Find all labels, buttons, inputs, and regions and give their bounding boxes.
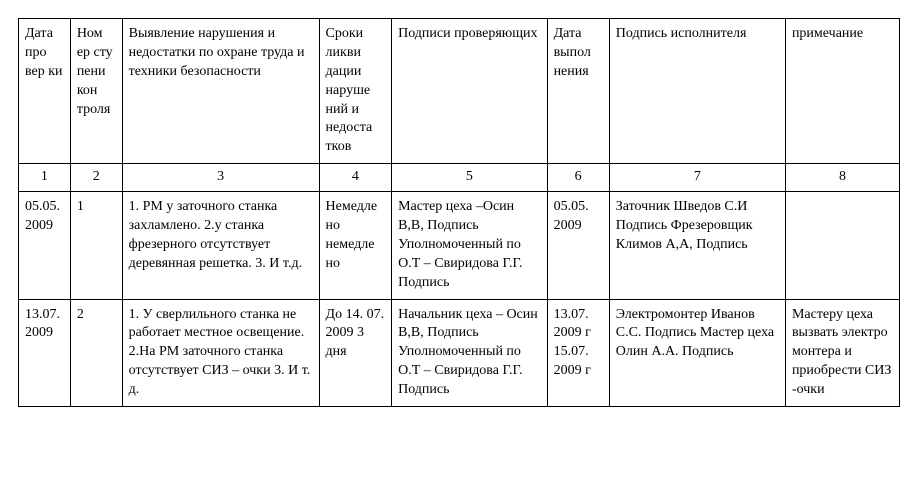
cell-deadline: Немедле но немедле но xyxy=(319,192,392,299)
cell-date-done: 13.07. 2009 г 15.07. 2009 г xyxy=(547,299,609,406)
cell-note: Мастеру цеха вызвать электро монтера и п… xyxy=(785,299,899,406)
cell-date-done: 05.05. 2009 xyxy=(547,192,609,299)
col-header-violations: Выявление нарушения и недостатки по охра… xyxy=(122,19,319,164)
cell-executor-sign: Заточник Шведов С.И Подпись Фрезеровщик … xyxy=(609,192,785,299)
col-header-inspector-sign: Подписи проверяющих xyxy=(392,19,547,164)
cell-inspector-sign: Начальник цеха – Осин В,В, Подпись Уполн… xyxy=(392,299,547,406)
col-num: 1 xyxy=(19,164,71,192)
cell-violations: 1. РМ у заточного станка захламлено. 2.у… xyxy=(122,192,319,299)
col-header-date-done: Дата выпол нения xyxy=(547,19,609,164)
table-row: 13.07. 2009 2 1. У сверлильного станка н… xyxy=(19,299,900,406)
col-num: 5 xyxy=(392,164,547,192)
col-header-deadline: Сроки ликви дации наруше ний и недоста т… xyxy=(319,19,392,164)
cell-violations: 1. У сверлильного станка не работает мес… xyxy=(122,299,319,406)
cell-date-check: 13.07. 2009 xyxy=(19,299,71,406)
cell-date-check: 05.05. 2009 xyxy=(19,192,71,299)
col-num: 4 xyxy=(319,164,392,192)
cell-inspector-sign: Мастер цеха –Осин В,В, Подпись Уполномоч… xyxy=(392,192,547,299)
cell-executor-sign: Электромонтер Иванов С.С. Подпись Мастер… xyxy=(609,299,785,406)
cell-stage-num: 2 xyxy=(70,299,122,406)
col-header-executor-sign: Подпись исполнителя xyxy=(609,19,785,164)
col-num: 7 xyxy=(609,164,785,192)
table-body: 05.05. 2009 1 1. РМ у заточного станка з… xyxy=(19,192,900,407)
inspection-log-table: Дата про вер ки Ном ер сту пени кон трол… xyxy=(18,18,900,407)
col-header-stage-num: Ном ер сту пени кон троля xyxy=(70,19,122,164)
cell-stage-num: 1 xyxy=(70,192,122,299)
column-number-row: 1 2 3 4 5 6 7 8 xyxy=(19,164,900,192)
col-num: 6 xyxy=(547,164,609,192)
col-num: 8 xyxy=(785,164,899,192)
col-num: 3 xyxy=(122,164,319,192)
col-header-note: примечание xyxy=(785,19,899,164)
header-row: Дата про вер ки Ном ер сту пени кон трол… xyxy=(19,19,900,164)
table-row: 05.05. 2009 1 1. РМ у заточного станка з… xyxy=(19,192,900,299)
cell-deadline: До 14. 07. 2009 3 дня xyxy=(319,299,392,406)
col-num: 2 xyxy=(70,164,122,192)
col-header-date-check: Дата про вер ки xyxy=(19,19,71,164)
cell-note xyxy=(785,192,899,299)
